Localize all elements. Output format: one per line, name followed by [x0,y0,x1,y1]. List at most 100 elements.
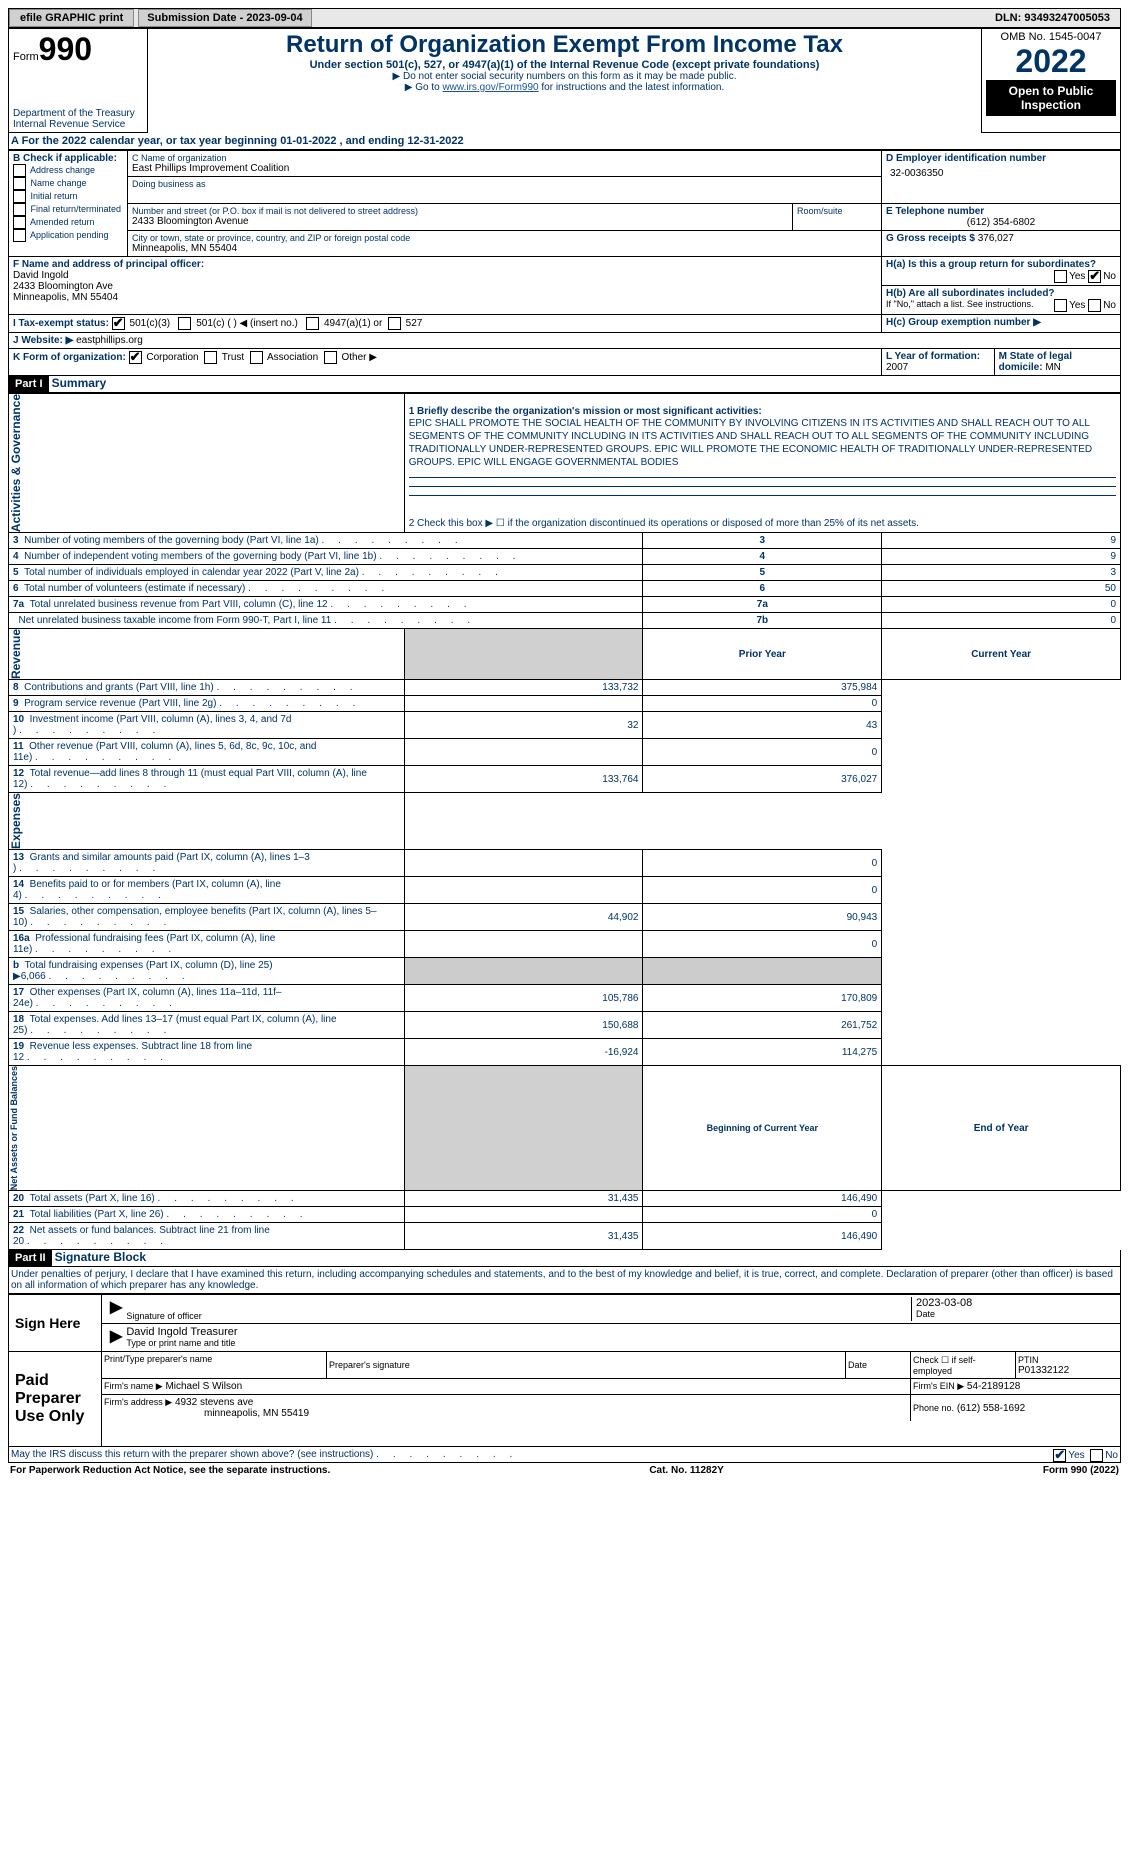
form-title: Return of Organization Exempt From Incom… [152,31,977,59]
hb-yes-checkbox[interactable] [1054,299,1067,312]
g-label: G Gross receipts $ [886,233,975,244]
i-label: I Tax-exempt status: [13,318,109,329]
hb-label: H(b) Are all subordinates included? [886,288,1055,299]
q1: 1 Briefly describe the organization's mi… [409,406,1116,417]
officer-name-title: David Ingold Treasurer [126,1326,1116,1338]
k-other[interactable] [324,351,337,364]
dept: Department of the Treasury Internal Reve… [13,108,143,130]
city-label: City or town, state or province, country… [132,233,877,243]
k-corp[interactable] [129,351,142,364]
i-501c3[interactable] [112,317,125,330]
ein: 32-0036350 [886,164,1116,183]
dln: DLN: 93493247005053 [995,12,1120,24]
j-label: J Website: ▶ [13,335,73,346]
b-checkbox-item: Initial return [13,190,123,203]
hb-no-checkbox[interactable] [1088,299,1101,312]
part-ii-title: Signature Block [55,1250,146,1264]
note-ssn: ▶ Do not enter social security numbers o… [152,71,977,82]
street-label: Number and street (or P.O. box if mail i… [132,206,788,216]
sig-officer-label: Signature of officer [126,1311,911,1321]
mission: EPIC SHALL PROMOTE THE SOCIAL HEALTH OF … [409,417,1116,469]
form-subtitle: Under section 501(c), 527, or 4947(a)(1)… [152,59,977,71]
paperwork: For Paperwork Reduction Act Notice, see … [10,1465,330,1476]
org-name: East Phillips Improvement Coalition [132,163,877,174]
b-checkbox-item: Final return/terminated [13,203,123,216]
b-checkbox-item: Name change [13,177,123,190]
exp-row: 19 Revenue less expenses. Subtract line … [9,1039,1121,1066]
rev-row: 11 Other revenue (Part VIII, column (A),… [9,739,1121,766]
paid-label: Paid Preparer Use Only [9,1352,102,1446]
arrow-icon: ▶ [106,1297,126,1321]
gov-row: 6 Total number of volunteers (estimate i… [9,581,1121,597]
ha-label: H(a) Is this a group return for subordin… [886,259,1096,270]
i-527[interactable] [388,317,401,330]
d-label: D Employer identification number [886,153,1116,164]
gov-row: 7a Total unrelated business revenue from… [9,597,1121,613]
discuss-yes[interactable] [1053,1449,1066,1462]
gov-row: Net unrelated business taxable income fr… [9,613,1121,629]
exp-row: 18 Total expenses. Add lines 13–17 (must… [9,1012,1121,1039]
i-4947[interactable] [306,317,319,330]
side-rev: Revenue [9,629,23,679]
officer-addr1: 2433 Bloomington Ave [13,281,877,292]
form-header: Form990 Department of the Treasury Inter… [8,28,1121,133]
part-i-title: Summary [52,376,107,390]
side-gov: Activities & Governance [9,394,23,532]
street: 2433 Bloomington Avenue [132,216,788,227]
gov-row: 4 Number of independent voting members o… [9,549,1121,565]
b-checkbox-item: Amended return [13,216,123,229]
paid-preparer-block: Paid Preparer Use Only Print/Type prepar… [8,1352,1121,1447]
submission-date: Submission Date - 2023-09-04 [138,9,311,27]
tax-year-big: 2022 [986,43,1116,80]
exp-row: 14 Benefits paid to or for members (Part… [9,877,1121,904]
gov-row: 5 Total number of individuals employed i… [9,565,1121,581]
part-ii-header: Part II [9,1250,52,1266]
penalty-text: Under penalties of perjury, I declare th… [8,1267,1121,1294]
side-net: Net Assets or Fund Balances [9,1066,19,1190]
footer: For Paperwork Reduction Act Notice, see … [8,1463,1121,1478]
discuss-no[interactable] [1090,1449,1103,1462]
summary-table: Activities & Governance 1 Briefly descri… [8,393,1121,1250]
open-public: Open to Public Inspection [986,80,1116,116]
gross-receipts: 376,027 [978,233,1014,244]
website: eastphillips.org [76,335,143,346]
section-b-to-m: B Check if applicable: Address change Na… [8,150,1121,376]
city: Minneapolis, MN 55404 [132,243,877,254]
f-label: F Name and address of principal officer: [13,259,877,270]
sign-here-block: Sign Here ▶ Signature of officer 2023-03… [8,1294,1121,1352]
net-row: 22 Net assets or fund balances. Subtract… [9,1223,1121,1250]
irs-link[interactable]: www.irs.gov/Form990 [442,82,538,93]
form-label: Form [13,51,39,63]
col-curr: Current Year [882,629,1121,680]
ha-no-checkbox[interactable] [1088,270,1101,283]
discuss-row: May the IRS discuss this return with the… [8,1447,1121,1463]
net-row: 21 Total liabilities (Part X, line 26)0 [9,1207,1121,1223]
efile-button[interactable]: efile GRAPHIC print [9,9,134,27]
omb: OMB No. 1545-0047 [986,31,1116,43]
rev-row: 8 Contributions and grants (Part VIII, l… [9,680,1121,696]
k-assoc[interactable] [250,351,263,364]
col-end: End of Year [882,1066,1121,1191]
exp-row: 13 Grants and similar amounts paid (Part… [9,850,1121,877]
tax-year-line: A For the 2022 calendar year, or tax yea… [8,133,1121,150]
rev-row: 10 Investment income (Part VIII, column … [9,712,1121,739]
side-exp: Expenses [9,793,23,849]
room-label: Room/suite [797,206,877,216]
net-row: 20 Total assets (Part X, line 16)31,4351… [9,1191,1121,1207]
arrow-icon: ▶ [106,1326,126,1348]
officer-name: David Ingold [13,270,877,281]
exp-row: 16a Professional fundraising fees (Part … [9,931,1121,958]
exp-row: 15 Salaries, other compensation, employe… [9,904,1121,931]
e-label: E Telephone number [886,206,1116,217]
k-trust[interactable] [204,351,217,364]
top-bar: efile GRAPHIC print Submission Date - 20… [8,8,1121,28]
dba-label: Doing business as [132,179,877,189]
q2: 2 Check this box ▶ ☐ if the organization… [404,514,1120,533]
gov-row: 3 Number of voting members of the govern… [9,533,1121,549]
sign-here: Sign Here [9,1295,102,1351]
i-501c[interactable] [178,317,191,330]
part-i-header: Part I [9,376,49,392]
ha-yes-checkbox[interactable] [1054,270,1067,283]
col-prior: Prior Year [643,629,882,680]
k-label: K Form of organization: [13,352,126,363]
